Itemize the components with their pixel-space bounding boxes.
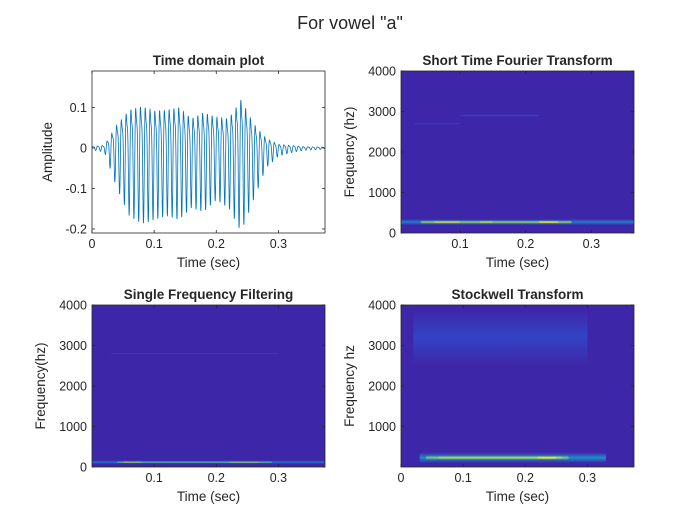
y-tick-label: 4000 bbox=[59, 299, 87, 313]
axes-box bbox=[91, 70, 326, 234]
y-axis-label: Amplitude bbox=[40, 122, 55, 182]
spectral-band bbox=[110, 352, 279, 355]
axes-title: Single Frequency Filtering bbox=[124, 287, 294, 302]
x-tick-label: 0.1 bbox=[454, 471, 471, 485]
spectral-band bbox=[438, 456, 563, 460]
axes-title: Time domain plot bbox=[153, 53, 265, 68]
x-tick-label: 0.3 bbox=[579, 471, 596, 485]
stockwell-axes: 0 0.1 0.2 0.3 1000 2000 3000 4000 Stockwell Tran… bbox=[342, 287, 635, 504]
spectrogram-background bbox=[92, 305, 325, 467]
y-tick-label: 1000 bbox=[59, 420, 87, 434]
figure-title: For vowel "a" bbox=[297, 13, 403, 33]
y-tick-label: 3000 bbox=[368, 339, 396, 353]
sff-axes: 0.1 0.2 0.3 0 1000 2000 3000 4000 Single Frequen… bbox=[33, 287, 326, 504]
x-tick-label: 0.2 bbox=[517, 237, 534, 251]
stft-axes: 0.1 0.2 0.3 0 1000 2000 3000 4000 Short Time Fou… bbox=[342, 53, 635, 270]
sff-plot-area bbox=[92, 305, 325, 467]
spectrogram-background bbox=[401, 71, 634, 233]
spectral-band bbox=[123, 461, 142, 463]
x-axis-label: Time (sec) bbox=[486, 255, 549, 270]
y-tick-label: 2000 bbox=[59, 380, 87, 394]
y-axis-label: Frequency (hz) bbox=[342, 107, 357, 198]
x-tick-label: 0.3 bbox=[583, 237, 600, 251]
stockwell-plot-area bbox=[401, 305, 634, 467]
spectral-band bbox=[537, 456, 557, 460]
y-tick-label: 1000 bbox=[368, 420, 396, 434]
y-tick-label: 1000 bbox=[368, 186, 396, 200]
y-tick-label: 4000 bbox=[368, 299, 396, 313]
waveform-line bbox=[92, 100, 325, 228]
x-axis-label: Time (sec) bbox=[177, 255, 240, 270]
y-tick-label: -0.1 bbox=[65, 182, 87, 196]
stft-plot-area bbox=[401, 71, 634, 233]
x-tick-label: 0.3 bbox=[270, 237, 287, 251]
x-tick-label: 0.1 bbox=[451, 237, 468, 251]
x-tick-label: 0.2 bbox=[208, 237, 225, 251]
y-tick-label: 4000 bbox=[368, 65, 396, 79]
y-tick-label: 0.1 bbox=[70, 101, 87, 115]
x-axis-label: Time (sec) bbox=[486, 489, 549, 504]
spectral-band bbox=[433, 220, 461, 224]
y-tick-label: 0 bbox=[80, 461, 87, 475]
x-axis-label: Time (sec) bbox=[177, 489, 240, 504]
y-tick-label: 2000 bbox=[368, 146, 396, 160]
axes-title: Stockwell Transform bbox=[451, 287, 583, 302]
y-tick-label: 3000 bbox=[59, 339, 87, 353]
spectral-band bbox=[414, 122, 461, 125]
spectral-band bbox=[538, 220, 559, 224]
y-axis-label: Frequency hz bbox=[342, 345, 357, 427]
time-axes: 0 0.1 0.2 0.3 -0.2 -0.1 0 0.1 Time domain plot Ti… bbox=[40, 53, 326, 270]
x-tick-label: 0.2 bbox=[517, 471, 534, 485]
x-tick-label: 0 bbox=[398, 471, 405, 485]
y-tick-label: 0 bbox=[389, 227, 396, 241]
y-tick-label: -0.2 bbox=[65, 222, 87, 236]
x-tick-label: 0.1 bbox=[145, 471, 162, 485]
spectral-band bbox=[413, 309, 588, 366]
axes-title: Short Time Fourier Transform bbox=[422, 53, 612, 68]
x-tick-label: 0.1 bbox=[145, 237, 162, 251]
y-tick-label: 3000 bbox=[368, 105, 396, 119]
y-tick-label: 0 bbox=[80, 141, 87, 155]
y-axis-label: Frequency(hz) bbox=[33, 342, 48, 429]
x-tick-label: 0.3 bbox=[270, 471, 287, 485]
plot-background bbox=[92, 71, 325, 233]
spectral-band bbox=[479, 220, 493, 224]
y-tick-label: 2000 bbox=[368, 380, 396, 394]
x-tick-label: 0.2 bbox=[208, 471, 225, 485]
spectral-band bbox=[460, 114, 539, 117]
time-plot-area bbox=[92, 71, 325, 233]
x-tick-label: 0 bbox=[89, 237, 96, 251]
spectral-band bbox=[228, 461, 260, 463]
